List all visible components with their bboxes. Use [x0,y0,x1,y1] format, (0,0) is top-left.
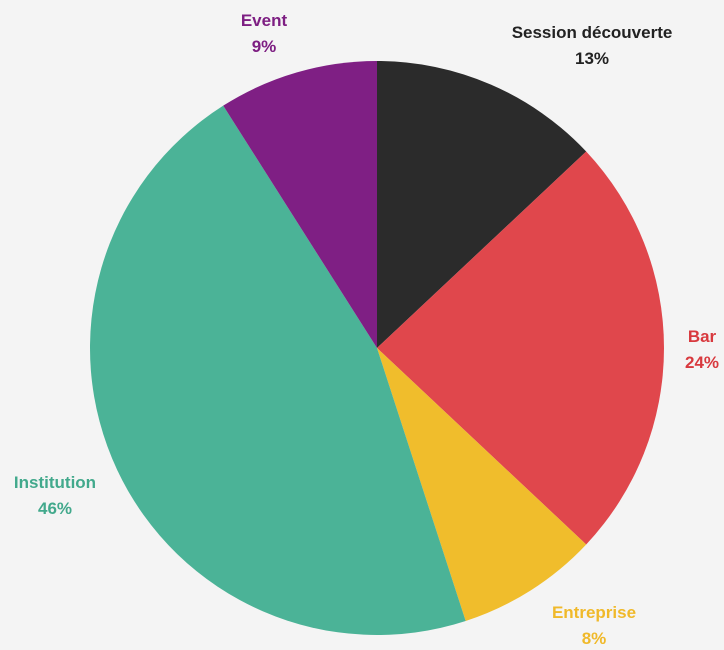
pie-slice-institution [89,105,466,636]
slice-label-bar: Bar [688,327,717,346]
slice-label-entreprise: Entreprise [552,603,636,622]
slice-labels: Session découverte 13% Bar 24% Entreprise 8% I… [14,11,719,648]
slice-percent-bar: 24% [685,353,719,372]
pie-slices [89,61,664,636]
pie-slice-event [223,61,377,348]
slice-percent-session-decouverte: 13% [575,49,609,68]
pie-slice-entreprise [377,348,587,621]
slice-label-session-decouverte: Session découverte [512,23,673,42]
slice-percent-entreprise: 8% [582,629,607,648]
slice-percent-institution: 46% [38,499,72,518]
slice-label-institution: Institution [14,473,96,492]
slice-percent-event: 9% [252,37,277,56]
pie-slice-bar [377,151,664,545]
slice-label-event: Event [241,11,288,30]
pie-slice-session-decouverte [377,61,587,348]
